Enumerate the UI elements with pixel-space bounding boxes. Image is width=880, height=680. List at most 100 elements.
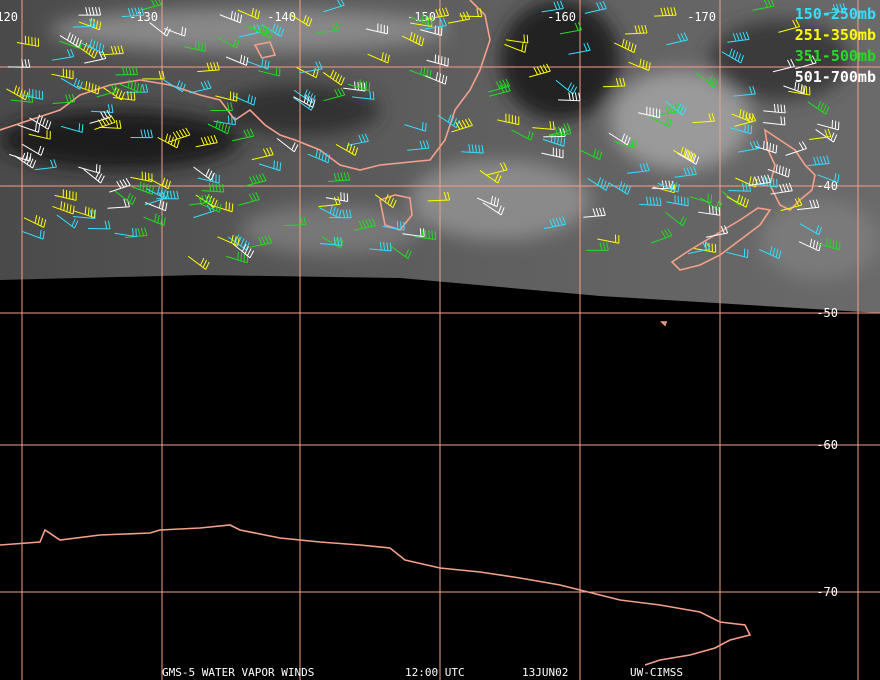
wind-barb [665, 100, 687, 116]
wind-barbs [6, 0, 847, 270]
wind-barb [7, 59, 31, 68]
wind-barb [785, 141, 807, 156]
wind-barb [168, 127, 191, 143]
wind-barb [726, 248, 749, 259]
wind-barb [389, 245, 412, 260]
wind-barb [201, 183, 225, 193]
wind-barb [584, 0, 607, 14]
wind-barb [665, 212, 687, 227]
wind-barb [798, 238, 822, 252]
wind-barb [402, 228, 425, 238]
wind-barb [319, 205, 342, 219]
wind-barb [689, 193, 713, 204]
wind-barb [261, 23, 285, 37]
coastline [379, 194, 413, 231]
wind-barb [794, 55, 817, 70]
wind-barb [89, 109, 112, 124]
wind-barb [187, 255, 210, 270]
wind-barb [144, 190, 167, 206]
wind-barb [94, 114, 116, 130]
wind-barb [485, 162, 508, 176]
wind-barb [426, 54, 449, 67]
wind-barb [109, 177, 131, 193]
wind-barb [748, 174, 771, 186]
wind-barb [195, 194, 218, 208]
longitude-label: -160 [547, 10, 576, 24]
wind-barb [76, 42, 99, 59]
wind-barb [77, 81, 100, 95]
wind-barb [763, 103, 786, 114]
wind-barb [818, 238, 841, 251]
wind-barb [148, 177, 171, 190]
legend-entry: 351-500mb [795, 47, 876, 65]
wind-barb [369, 241, 392, 252]
wind-barb [568, 42, 591, 55]
wind-barb [543, 128, 566, 138]
wind-barb [215, 91, 238, 102]
wind-barb [579, 148, 603, 161]
wind-barb [232, 128, 255, 142]
wind-barb [258, 67, 281, 77]
wind-barb [73, 206, 96, 219]
wind-barb [657, 181, 680, 193]
wind-barb [237, 8, 260, 20]
wind-barb [327, 171, 351, 182]
wind-barb [293, 89, 316, 104]
wind-barb [627, 162, 650, 174]
wind-barb [532, 121, 555, 131]
wind-barb [735, 176, 758, 188]
wind-barb [542, 133, 566, 147]
wind-barb [319, 236, 343, 246]
wind-barb [90, 104, 114, 114]
wind-barb [101, 45, 124, 56]
wind-barb [226, 251, 249, 264]
wind-barb [817, 119, 840, 131]
wind-barb [461, 144, 484, 154]
wind-barb [451, 118, 473, 133]
latitude-label: -40 [816, 179, 838, 193]
wind-barb [251, 147, 274, 161]
wind-barb [758, 246, 782, 260]
wind-barb [780, 197, 803, 212]
wind-barb [426, 7, 450, 20]
wind-barb [143, 213, 166, 226]
wind-barb [163, 79, 186, 93]
wind-barb [608, 181, 631, 195]
wind-barb [293, 94, 316, 108]
wind-barb [352, 90, 375, 100]
wind-barb [183, 41, 206, 52]
wind-barb [115, 66, 139, 76]
wind-barb [163, 26, 187, 37]
wind-barb [726, 194, 749, 208]
wind-barb [142, 70, 165, 80]
wind-barb [318, 196, 341, 208]
wind-barb [424, 17, 447, 30]
wind-barb [325, 192, 349, 203]
legend-entry: 150-250mb [795, 5, 876, 23]
wind-barb [81, 39, 105, 54]
wind-barb [666, 32, 689, 46]
wind-barb [807, 100, 830, 115]
wind-barb [323, 87, 346, 102]
longitude-label: -120 [0, 10, 18, 24]
wind-barb [245, 23, 269, 36]
wind-barb [193, 166, 215, 181]
wind-barb [727, 31, 750, 43]
wind-barb [424, 72, 448, 85]
wind-barb [555, 79, 578, 95]
wind-barb [276, 137, 299, 153]
wind-barb [114, 227, 137, 238]
wind-barb [52, 201, 75, 215]
wind-barb [809, 128, 832, 141]
wind-barb [346, 133, 369, 146]
coastline [763, 128, 816, 211]
wind-barb [817, 173, 840, 183]
wind-barb [20, 88, 44, 100]
wind-barb [10, 93, 34, 103]
footer-text: 12:00 UTC [405, 666, 465, 679]
wind-barb [51, 48, 75, 61]
wind-barb [733, 86, 756, 97]
wind-barb [783, 81, 806, 94]
wind-barb [659, 103, 682, 116]
wind-barb [505, 34, 529, 44]
